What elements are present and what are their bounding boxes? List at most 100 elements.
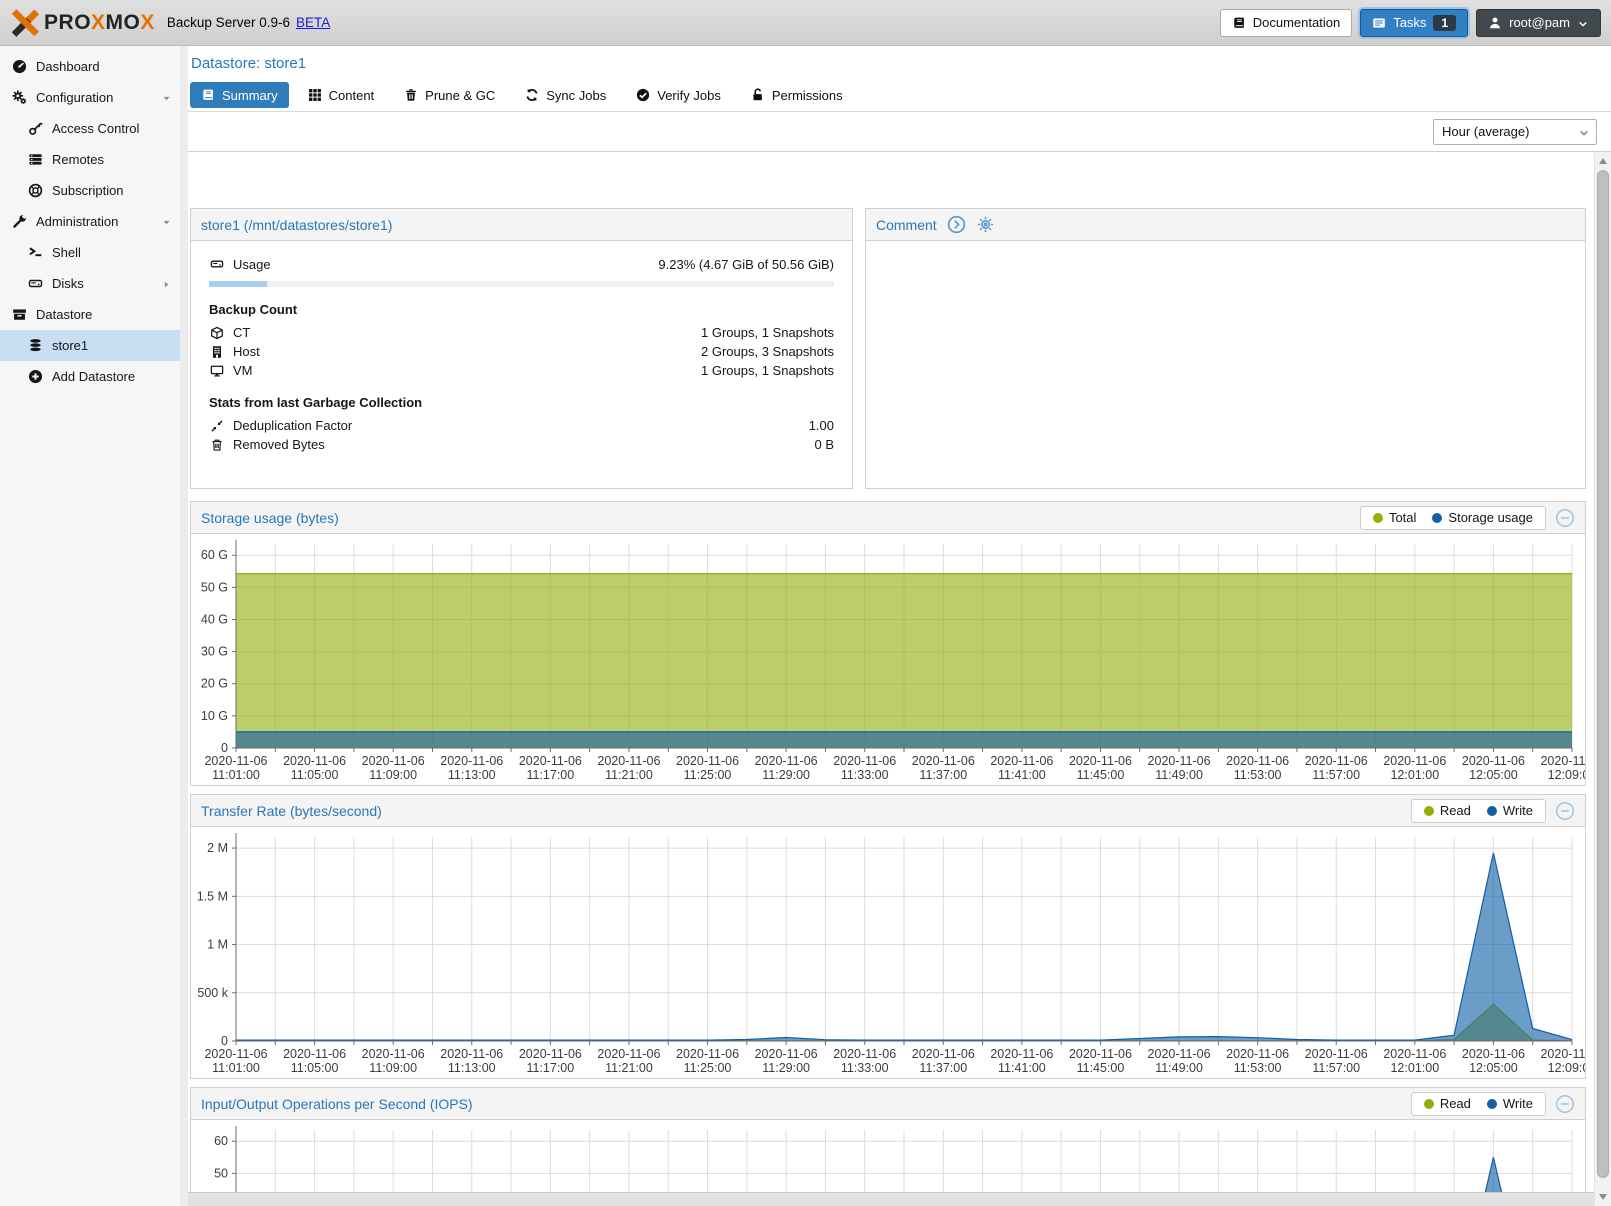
svg-text:0: 0 bbox=[221, 741, 228, 755]
legend-item[interactable]: Storage usage bbox=[1432, 510, 1533, 525]
svg-text:11:05:00: 11:05:00 bbox=[291, 768, 339, 782]
chart-panel-header: Input/Output Operations per Second (IOPS… bbox=[191, 1088, 1585, 1120]
sidebar-item-remotes[interactable]: Remotes bbox=[0, 144, 180, 175]
tab-prune-gc[interactable]: Prune & GC bbox=[393, 82, 506, 108]
chart-title: Storage usage (bytes) bbox=[201, 509, 339, 526]
beta-link[interactable]: BETA bbox=[295, 15, 331, 30]
svg-text:2020-11-06: 2020-11-06 bbox=[1462, 1047, 1525, 1061]
sidebar-item-access-control[interactable]: Access Control bbox=[0, 113, 180, 144]
user-icon bbox=[1490, 17, 1501, 29]
plus-circle-icon bbox=[28, 369, 42, 384]
scrollbar-thumb[interactable] bbox=[1597, 170, 1609, 1178]
tab-label: Content bbox=[328, 87, 375, 103]
legend-dot bbox=[1486, 805, 1497, 816]
chart-legend: Read Write bbox=[1410, 1091, 1546, 1116]
expand-comment-icon[interactable] bbox=[947, 215, 966, 234]
gear-icon[interactable] bbox=[976, 215, 995, 234]
svg-text:2020-11-06: 2020-11-06 bbox=[912, 1047, 975, 1061]
svg-text:2020-11-06: 2020-11-06 bbox=[597, 754, 660, 768]
sidebar-item-datastore[interactable]: Datastore bbox=[0, 299, 180, 330]
legend-item[interactable]: Total bbox=[1372, 510, 1416, 525]
svg-text:2020-11-06: 2020-11-06 bbox=[519, 754, 582, 768]
legend-label: Write bbox=[1502, 1096, 1533, 1111]
tab-summary[interactable]: Summary bbox=[190, 82, 289, 108]
collapse-chart-icon[interactable] bbox=[1555, 1094, 1575, 1114]
tab-verify-jobs[interactable]: Verify Jobs bbox=[625, 82, 732, 108]
sync-icon bbox=[526, 88, 538, 102]
stat-value: 1 Groups, 1 Snapshots bbox=[701, 325, 834, 340]
sidebar-item-label: Disks bbox=[52, 276, 84, 291]
tab-content[interactable]: Content bbox=[297, 82, 386, 108]
documentation-label: Documentation bbox=[1252, 15, 1341, 30]
grid-icon bbox=[308, 89, 321, 101]
sidebar-item-shell[interactable]: Shell bbox=[0, 237, 180, 268]
tab-label: Summary bbox=[222, 87, 278, 103]
chevron-right-circle-icon bbox=[947, 215, 965, 234]
svg-text:2020-11-06: 2020-11-06 bbox=[990, 754, 1053, 768]
sidebar-item-add-datastore[interactable]: Add Datastore bbox=[0, 361, 180, 392]
scroll-up-arrow-icon[interactable] bbox=[1595, 153, 1611, 169]
svg-text:11:45:00: 11:45:00 bbox=[1077, 1061, 1125, 1075]
sidebar-item-label: Add Datastore bbox=[52, 369, 136, 384]
chart-panel-header: Transfer Rate (bytes/second) Read Write bbox=[191, 795, 1585, 827]
tab-label: Permissions bbox=[771, 87, 843, 103]
svg-text:2020-11-06: 2020-11-06 bbox=[519, 1047, 582, 1061]
terminal-icon bbox=[28, 247, 41, 257]
documentation-button[interactable]: Documentation bbox=[1219, 8, 1353, 37]
svg-text:11:09:00: 11:09:00 bbox=[369, 1061, 417, 1075]
svg-text:20 G: 20 G bbox=[201, 677, 228, 691]
book-icon bbox=[1234, 17, 1244, 29]
legend-item[interactable]: Read bbox=[1423, 803, 1471, 818]
header-buttons: Documentation Tasks 1 root@pam bbox=[1219, 8, 1601, 37]
building-icon bbox=[212, 345, 222, 358]
scroll-down-arrow-icon[interactable] bbox=[1595, 1189, 1611, 1205]
svg-text:11:37:00: 11:37:00 bbox=[919, 768, 967, 782]
legend-dot bbox=[1423, 1098, 1434, 1109]
collapse-chart-icon[interactable] bbox=[1555, 508, 1575, 528]
sidebar-item-store1[interactable]: store1 bbox=[0, 330, 180, 361]
timeframe-select[interactable]: Hour (average) bbox=[1433, 118, 1597, 145]
svg-text:11:01:00: 11:01:00 bbox=[212, 768, 260, 782]
sidebar-item-dashboard[interactable]: Dashboard bbox=[0, 51, 180, 82]
sidebar-item-disks[interactable]: Disks bbox=[0, 268, 180, 299]
hdd-icon bbox=[209, 257, 225, 271]
sidebar-nav: Dashboard Configuration Access Control Remo… bbox=[0, 46, 180, 1206]
svg-text:60 G: 60 G bbox=[201, 548, 228, 562]
legend-item[interactable]: Write bbox=[1486, 803, 1533, 818]
sidebar-splitter[interactable] bbox=[180, 46, 188, 1206]
sidebar-item-label: Datastore bbox=[36, 307, 93, 322]
stat-value: 2 Groups, 3 Snapshots bbox=[701, 344, 834, 359]
svg-text:12:01:00: 12:01:00 bbox=[1390, 1061, 1439, 1075]
sidebar-item-configuration[interactable]: Configuration bbox=[0, 82, 180, 113]
svg-text:11:25:00: 11:25:00 bbox=[684, 1061, 732, 1075]
legend-item[interactable]: Read bbox=[1423, 1096, 1471, 1111]
tab-permissions[interactable]: Permissions bbox=[740, 82, 854, 108]
legend-label: Storage usage bbox=[1448, 510, 1533, 525]
backup-count-rows: CT 1 Groups, 1 Snapshots Host 2 Groups, 3 S… bbox=[209, 323, 834, 380]
stat-label: Deduplication Factor bbox=[233, 418, 353, 433]
svg-text:2020-11-06: 2020-11-06 bbox=[362, 1047, 425, 1061]
user-menu-button[interactable]: root@pam bbox=[1476, 8, 1601, 37]
sidebar-item-subscription[interactable]: Subscription bbox=[0, 175, 180, 206]
sidebar-item-administration[interactable]: Administration bbox=[0, 206, 180, 237]
tasks-button[interactable]: Tasks 1 bbox=[1360, 8, 1469, 37]
comment-panel-header: Comment bbox=[866, 209, 1585, 241]
tab-sync-jobs[interactable]: Sync Jobs bbox=[514, 82, 617, 108]
gc-stats-rows: Deduplication Factor 1.00 Removed Bytes 0 B bbox=[209, 416, 834, 454]
vertical-scrollbar[interactable] bbox=[1594, 152, 1611, 1206]
usage-progress-bar bbox=[209, 281, 834, 287]
sidebar-item-label: Administration bbox=[36, 214, 119, 229]
svg-text:1.5 M: 1.5 M bbox=[197, 889, 228, 903]
horizontal-scrollbar-strip[interactable] bbox=[188, 1192, 1594, 1206]
svg-text:2020-11-06: 2020-11-06 bbox=[204, 754, 267, 768]
product-name: Backup Server 0.9-6 bbox=[166, 15, 290, 30]
svg-text:11:41:00: 11:41:00 bbox=[998, 768, 1046, 782]
stat-label: Host bbox=[233, 344, 260, 359]
svg-text:2020-11-06: 2020-11-06 bbox=[676, 1047, 739, 1061]
page-title: Datastore: store1 bbox=[191, 55, 307, 72]
stat-value: 1.00 bbox=[808, 418, 834, 433]
collapse-chart-icon[interactable] bbox=[1555, 801, 1575, 821]
svg-text:2020-11-06: 2020-11-06 bbox=[1462, 754, 1525, 768]
legend-item[interactable]: Write bbox=[1486, 1096, 1533, 1111]
svg-text:12:09:00: 12:09:00 bbox=[1548, 768, 1585, 782]
